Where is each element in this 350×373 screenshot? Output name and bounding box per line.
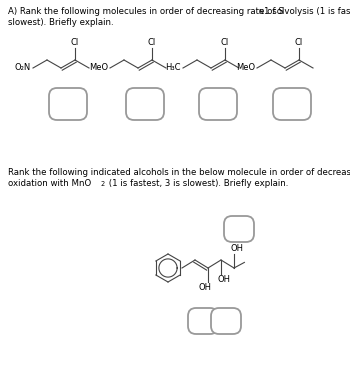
Text: N: N [258,9,263,15]
FancyBboxPatch shape [273,88,311,120]
FancyBboxPatch shape [126,88,164,120]
Text: Cl: Cl [148,38,156,47]
FancyBboxPatch shape [49,88,87,120]
Text: A) Rank the following molecules in order of decreasing rate of S: A) Rank the following molecules in order… [8,7,284,16]
Text: 2: 2 [100,181,104,186]
Text: MeO: MeO [89,63,108,72]
FancyBboxPatch shape [188,308,218,334]
Text: (1 is fastest, 3 is slowest). Briefly explain.: (1 is fastest, 3 is slowest). Briefly ex… [106,179,288,188]
Text: H₃C: H₃C [166,63,181,72]
Text: OH: OH [217,275,231,284]
FancyBboxPatch shape [211,308,241,334]
Text: MeO: MeO [236,63,255,72]
Text: Cl: Cl [221,38,229,47]
Text: 1 solvolysis (1 is fastest, 4 is: 1 solvolysis (1 is fastest, 4 is [264,7,350,16]
Text: OH: OH [231,244,244,253]
FancyBboxPatch shape [199,88,237,120]
Text: O₂N: O₂N [15,63,31,72]
Text: Cl: Cl [295,38,303,47]
Text: oxidation with MnO: oxidation with MnO [8,179,91,188]
Text: Rank the following indicated alcohols in the below molecule in order of decreasi: Rank the following indicated alcohols in… [8,168,350,177]
FancyBboxPatch shape [224,216,254,242]
Text: Cl: Cl [71,38,79,47]
Text: slowest). Briefly explain.: slowest). Briefly explain. [8,18,114,27]
Text: OH: OH [198,283,211,292]
